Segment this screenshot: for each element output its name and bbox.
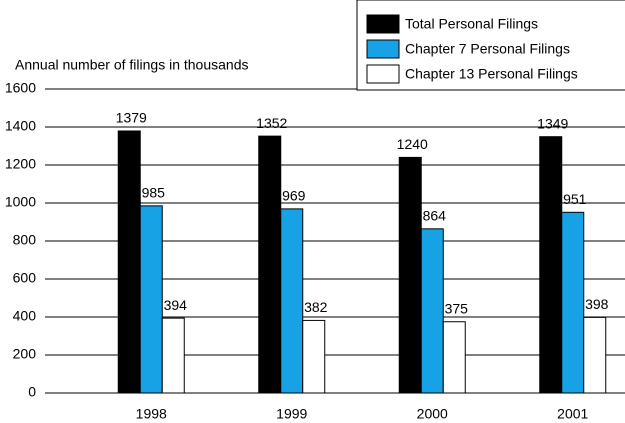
bar [583, 316, 607, 394]
x-tick-label: 1998 [136, 406, 167, 422]
bar [117, 130, 141, 394]
y-tick-label: 0 [28, 384, 36, 400]
value-label: 969 [282, 188, 306, 204]
value-label: 394 [164, 297, 188, 313]
bar [161, 317, 185, 394]
x-tick-label: 2000 [417, 406, 448, 422]
y-tick-label: 800 [13, 232, 37, 248]
y-tick-label: 1200 [5, 156, 36, 172]
value-label: 1240 [397, 136, 428, 152]
bar [420, 228, 444, 394]
y-tick-label: 400 [13, 308, 37, 324]
y-tick-label: 1400 [5, 118, 36, 134]
y-tick-label: 1000 [5, 194, 36, 210]
value-label: 864 [423, 208, 447, 224]
x-tick-label: 2001 [557, 406, 588, 422]
legend-box [356, 0, 625, 91]
legend-label: Chapter 13 Personal Filings [405, 66, 578, 82]
value-label: 1352 [256, 115, 287, 131]
y-axis-label: Annual number of filings in thousands [15, 57, 248, 73]
bar [258, 135, 282, 394]
value-label: 951 [563, 191, 587, 207]
value-label: 1349 [537, 115, 568, 131]
legend-label: Chapter 7 Personal Filings [405, 41, 570, 57]
y-tick-label: 600 [13, 270, 37, 286]
value-label: 375 [445, 300, 469, 316]
value-label: 985 [142, 185, 166, 201]
bar [280, 208, 304, 394]
value-label: 398 [585, 296, 609, 312]
bar [539, 136, 563, 394]
value-label: 1379 [116, 110, 147, 126]
bar [139, 205, 163, 394]
x-tick-label: 1999 [276, 406, 307, 422]
legend-swatch [366, 39, 400, 59]
bar [442, 321, 466, 394]
bar [398, 156, 422, 394]
legend-label: Total Personal Filings [405, 16, 538, 32]
y-tick-label: 1600 [5, 80, 36, 96]
legend-swatch [366, 14, 400, 34]
value-label: 382 [304, 299, 328, 315]
y-tick-label: 200 [13, 346, 37, 362]
legend-swatch [366, 64, 400, 84]
bar [302, 319, 326, 394]
bar [561, 211, 585, 394]
